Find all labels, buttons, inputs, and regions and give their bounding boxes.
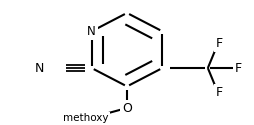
Text: F: F [235, 62, 242, 74]
Text: N: N [35, 62, 44, 74]
Text: methoxy: methoxy [62, 113, 108, 123]
Text: N: N [87, 25, 96, 38]
Text: O: O [122, 102, 132, 115]
Text: F: F [216, 37, 223, 50]
Text: F: F [216, 86, 223, 99]
